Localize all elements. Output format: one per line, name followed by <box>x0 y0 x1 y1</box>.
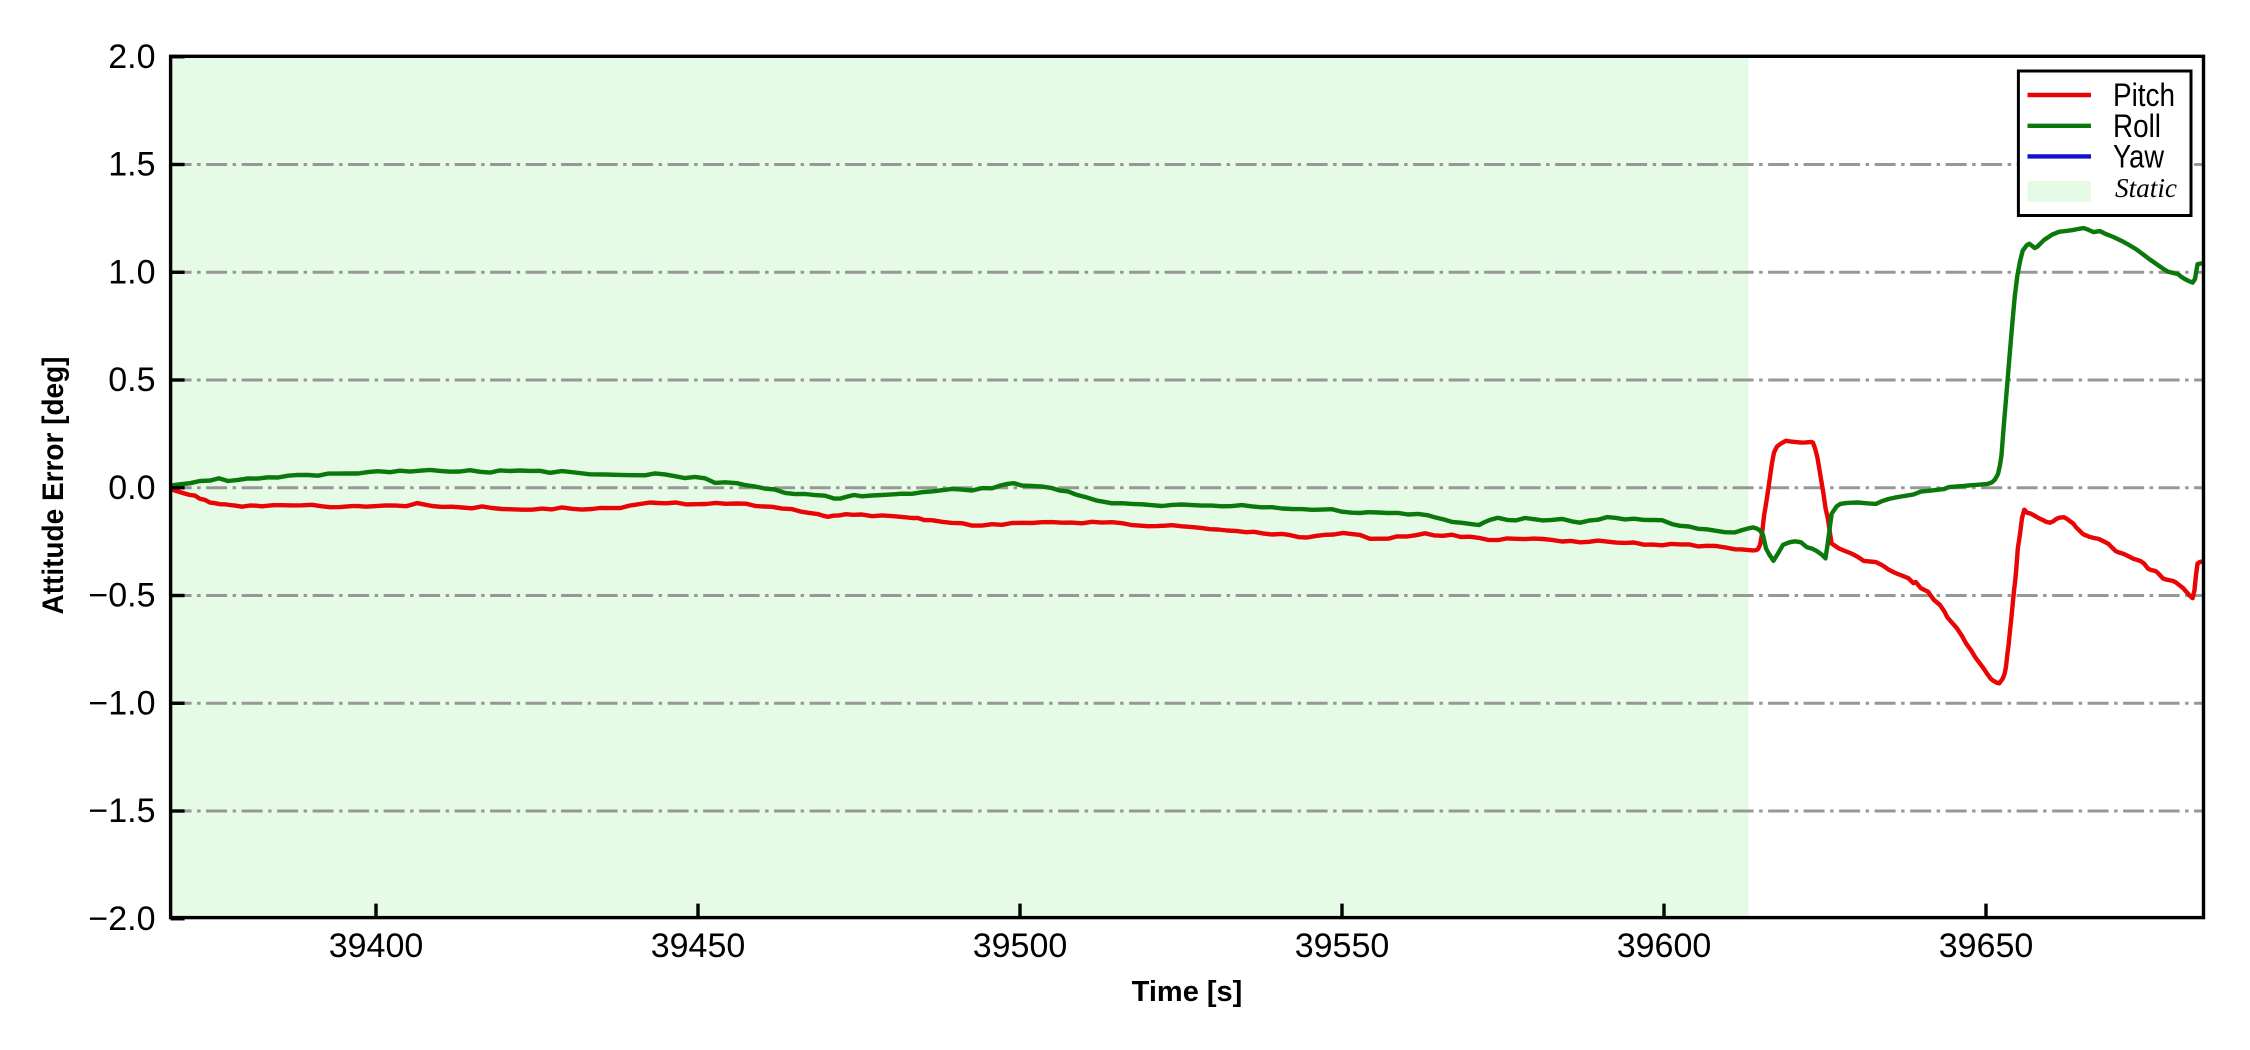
svg-text:Roll: Roll <box>2113 108 2161 144</box>
svg-text:1.0: 1.0 <box>108 253 155 291</box>
svg-text:Attitude Error [deg]: Attitude Error [deg] <box>37 357 70 615</box>
svg-text:Yaw: Yaw <box>2113 138 2165 174</box>
svg-text:1.5: 1.5 <box>108 146 155 184</box>
svg-text:39600: 39600 <box>1617 927 1712 965</box>
svg-text:0.0: 0.0 <box>108 469 155 507</box>
svg-text:39400: 39400 <box>329 927 424 965</box>
svg-text:−1.0: −1.0 <box>88 684 155 722</box>
svg-text:Pitch: Pitch <box>2113 77 2175 113</box>
svg-text:39450: 39450 <box>651 927 746 965</box>
svg-text:39500: 39500 <box>973 927 1068 965</box>
svg-text:39550: 39550 <box>1295 927 1390 965</box>
svg-text:39650: 39650 <box>1939 927 2034 965</box>
svg-text:−1.5: −1.5 <box>88 792 155 830</box>
svg-text:2.0: 2.0 <box>108 38 155 76</box>
svg-text:−2.0: −2.0 <box>88 900 155 938</box>
svg-text:−0.5: −0.5 <box>88 577 155 615</box>
svg-text:Time [s]: Time [s] <box>1132 976 1243 1008</box>
svg-text:0.5: 0.5 <box>108 361 155 399</box>
svg-text:Static: Static <box>2115 173 2177 203</box>
